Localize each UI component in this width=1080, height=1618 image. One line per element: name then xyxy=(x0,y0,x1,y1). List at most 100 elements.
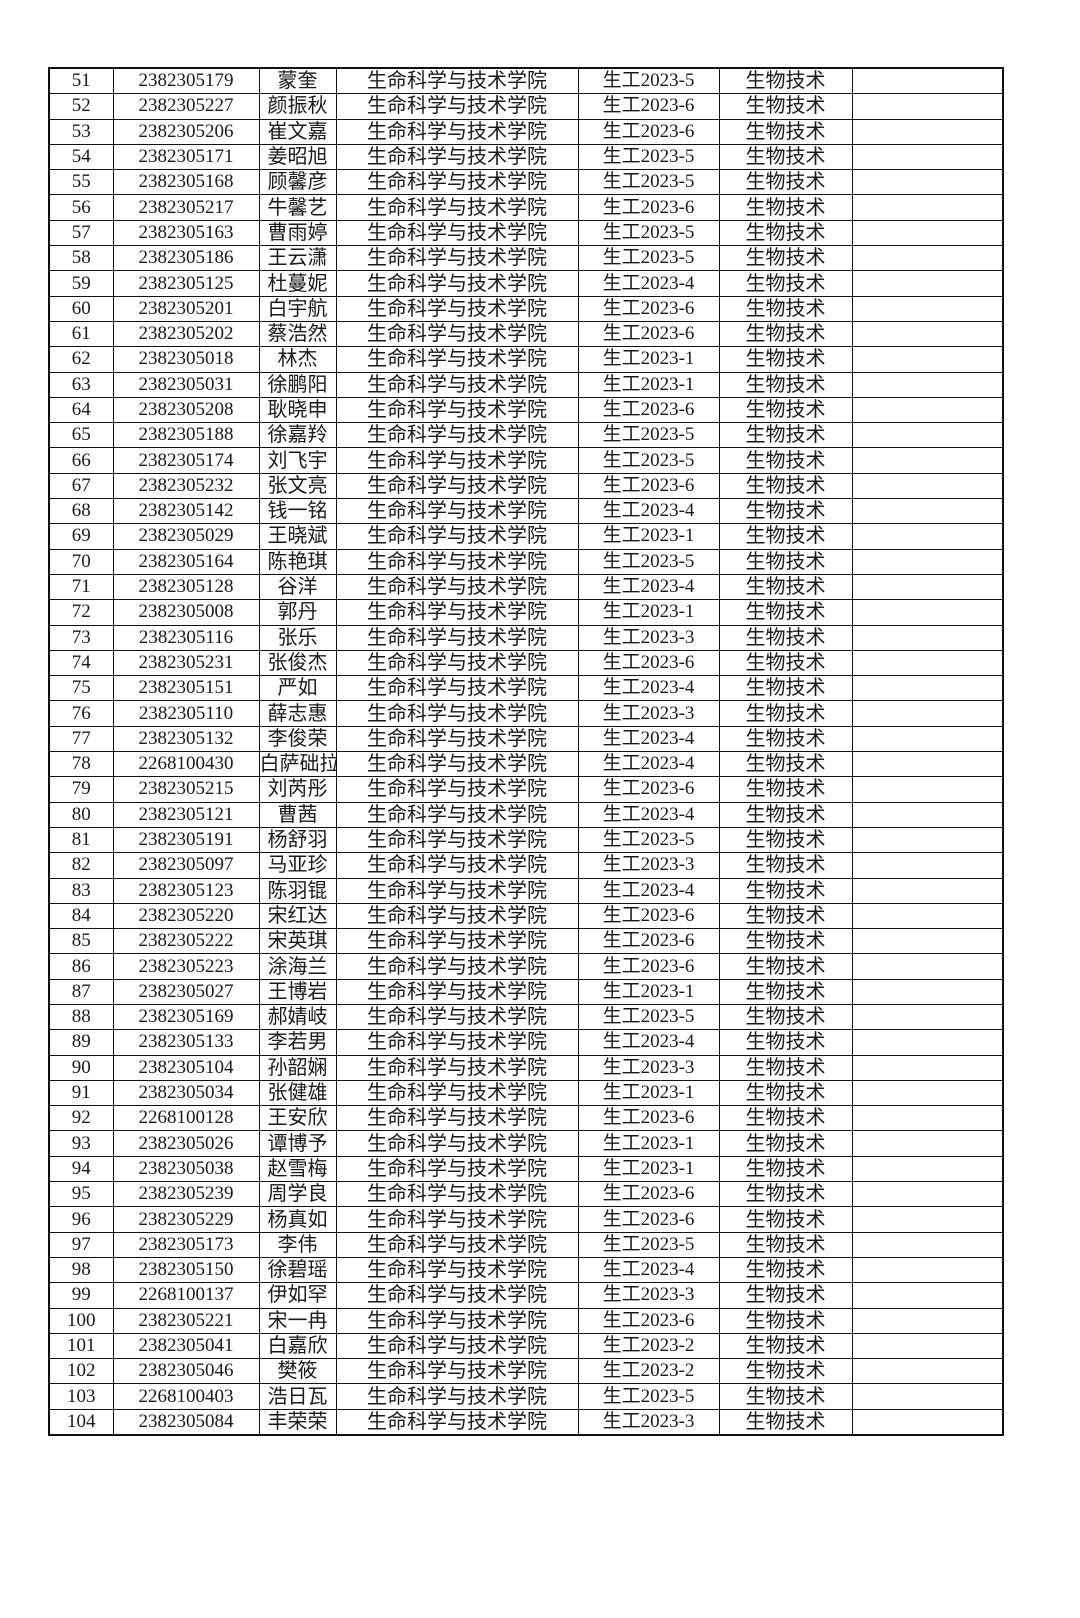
index-cell: 62 xyxy=(48,346,114,373)
index-cell: 87 xyxy=(48,978,114,1005)
name-cell: 刘飞宇 xyxy=(258,447,337,474)
name-cell: 崔文嘉 xyxy=(258,118,337,145)
remark-cell xyxy=(851,1282,1004,1309)
table-row: 69 2382305029 王晓斌 生命科学与技术学院 生工2023-1 生物技术 xyxy=(48,523,1004,550)
college-cell: 生命科学与技术学院 xyxy=(335,1358,579,1385)
remark-cell xyxy=(851,700,1004,727)
remark-cell xyxy=(851,396,1004,424)
college-cell: 生命科学与技术学院 xyxy=(335,725,579,753)
remark-cell xyxy=(851,1358,1004,1385)
major-cell: 生物技术 xyxy=(718,649,853,677)
class-cell: 生工2023-4 xyxy=(577,877,720,904)
college-cell: 生命科学与技术学院 xyxy=(335,978,579,1005)
name-cell: 白宇航 xyxy=(258,295,337,322)
table-row: 81 2382305191 杨舒羽 生命科学与技术学院 生工2023-5 生物技术 xyxy=(48,826,1004,854)
index-cell: 100 xyxy=(48,1307,114,1334)
college-cell: 生命科学与技术学院 xyxy=(335,573,579,601)
index-cell: 61 xyxy=(48,320,114,348)
table-row: 74 2382305231 张俊杰 生命科学与技术学院 生工2023-6 生物技术 xyxy=(48,649,1004,677)
index-cell: 71 xyxy=(48,573,114,601)
class-cell: 生工2023-4 xyxy=(577,1029,720,1056)
college-cell: 生命科学与技术学院 xyxy=(335,523,579,550)
student-id-cell: 2382305038 xyxy=(112,1155,260,1183)
index-cell: 64 xyxy=(48,396,114,424)
table-row: 67 2382305232 张文亮 生命科学与技术学院 生工2023-6 生物技术 xyxy=(48,472,1004,500)
major-cell: 生物技术 xyxy=(718,396,853,424)
student-id-cell: 2382305116 xyxy=(112,624,260,651)
index-cell: 53 xyxy=(48,118,114,145)
class-cell: 生工2023-5 xyxy=(577,548,720,575)
college-cell: 生命科学与技术学院 xyxy=(335,1105,579,1132)
major-cell: 生物技术 xyxy=(718,523,853,550)
college-cell: 生命科学与技术学院 xyxy=(335,472,579,500)
remark-cell xyxy=(851,93,1004,120)
table-row: 76 2382305110 薛志惠 生命科学与技术学院 生工2023-3 生物技术 xyxy=(48,700,1004,727)
index-cell: 56 xyxy=(48,194,114,221)
index-cell: 85 xyxy=(48,928,114,955)
student-id-cell: 2382305164 xyxy=(112,548,260,575)
index-cell: 73 xyxy=(48,624,114,651)
remark-cell xyxy=(851,826,1004,854)
major-cell: 生物技术 xyxy=(718,852,853,879)
table-row: 90 2382305104 孙韶娴 生命科学与技术学院 生工2023-3 生物技术 xyxy=(48,1054,1004,1081)
student-id-cell: 2382305220 xyxy=(112,902,260,930)
class-cell: 生工2023-6 xyxy=(577,1307,720,1334)
class-cell: 生工2023-1 xyxy=(577,371,720,398)
index-cell: 60 xyxy=(48,295,114,322)
student-id-cell: 2382305223 xyxy=(112,953,260,980)
major-cell: 生物技术 xyxy=(718,118,853,145)
student-id-cell: 2382305084 xyxy=(112,1408,260,1436)
class-cell: 生工2023-6 xyxy=(577,295,720,322)
table-row: 75 2382305151 严如 生命科学与技术学院 生工2023-4 生物技术 xyxy=(48,675,1004,702)
major-cell: 生物技术 xyxy=(718,1358,853,1385)
class-cell: 生工2023-3 xyxy=(577,700,720,727)
index-cell: 69 xyxy=(48,523,114,550)
name-cell: 谷洋 xyxy=(258,573,337,601)
index-cell: 81 xyxy=(48,826,114,854)
major-cell: 生物技术 xyxy=(718,295,853,322)
major-cell: 生物技术 xyxy=(718,877,853,904)
remark-cell xyxy=(851,320,1004,348)
name-cell: 赵雪梅 xyxy=(258,1155,337,1183)
college-cell: 生命科学与技术学院 xyxy=(335,675,579,702)
class-cell: 生工2023-6 xyxy=(577,93,720,120)
table-row: 55 2382305168 顾馨彦 生命科学与技术学院 生工2023-5 生物技术 xyxy=(48,169,1004,196)
table-row: 54 2382305171 姜昭旭 生命科学与技术学院 生工2023-5 生物技术 xyxy=(48,143,1004,171)
college-cell: 生命科学与技术学院 xyxy=(335,295,579,322)
remark-cell xyxy=(851,1155,1004,1183)
index-cell: 68 xyxy=(48,498,114,525)
index-cell: 55 xyxy=(48,169,114,196)
student-id-cell: 2382305227 xyxy=(112,93,260,120)
student-id-cell: 2382305133 xyxy=(112,1029,260,1056)
index-cell: 75 xyxy=(48,675,114,702)
class-cell: 生工2023-4 xyxy=(577,675,720,702)
student-id-cell: 2382305174 xyxy=(112,447,260,474)
college-cell: 生命科学与技术学院 xyxy=(335,1130,579,1157)
student-roster-table: 51 2382305179 蒙奎 生命科学与技术学院 生工2023-5 生物技术 52 238… xyxy=(48,67,1004,1437)
name-cell: 薛志惠 xyxy=(258,700,337,727)
college-cell: 生命科学与技术学院 xyxy=(335,194,579,221)
college-cell: 生命科学与技术学院 xyxy=(335,118,579,145)
student-id-cell: 2382305151 xyxy=(112,675,260,702)
remark-cell xyxy=(851,649,1004,677)
major-cell: 生物技术 xyxy=(718,1181,853,1208)
major-cell: 生物技术 xyxy=(718,93,853,120)
major-cell: 生物技术 xyxy=(718,169,853,196)
index-cell: 67 xyxy=(48,472,114,500)
name-cell: 徐鹏阳 xyxy=(258,371,337,398)
class-cell: 生工2023-6 xyxy=(577,118,720,145)
college-cell: 生命科学与技术学院 xyxy=(335,1003,579,1031)
index-cell: 54 xyxy=(48,143,114,171)
name-cell: 丰荣荣 xyxy=(258,1408,337,1436)
student-id-cell: 2382305171 xyxy=(112,143,260,171)
index-cell: 57 xyxy=(48,219,114,247)
name-cell: 徐嘉羚 xyxy=(258,422,337,449)
table-row: 73 2382305116 张乐 生命科学与技术学院 生工2023-3 生物技术 xyxy=(48,624,1004,651)
index-cell: 70 xyxy=(48,548,114,575)
table-row: 72 2382305008 郭丹 生命科学与技术学院 生工2023-1 生物技术 xyxy=(48,599,1004,626)
student-id-cell: 2382305168 xyxy=(112,169,260,196)
college-cell: 生命科学与技术学院 xyxy=(335,1282,579,1309)
college-cell: 生命科学与技术学院 xyxy=(335,902,579,930)
major-cell: 生物技术 xyxy=(718,1408,853,1436)
remark-cell xyxy=(851,295,1004,322)
